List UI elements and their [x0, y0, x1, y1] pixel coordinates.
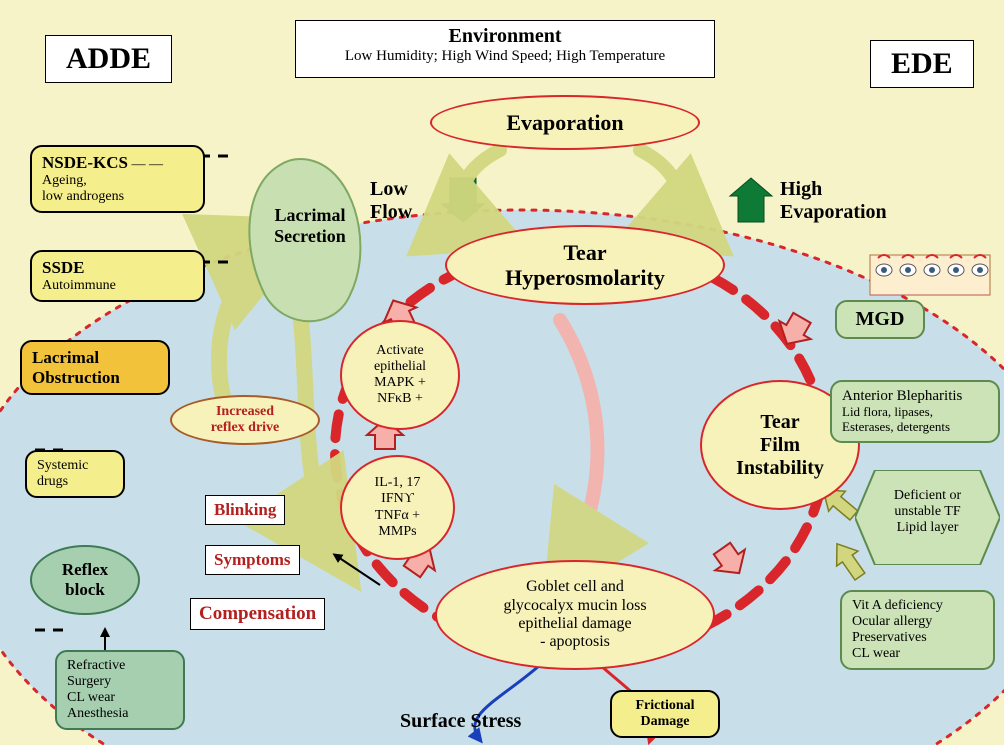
diagram-stage: ADDE EDE Environment Low Humidity; High Wi…	[0, 0, 1004, 745]
environment-box: Environment Low Humidity; High Wind Spee…	[295, 20, 715, 78]
box-systemic: Systemicdrugs	[25, 450, 125, 498]
nsde-title: NSDE-KCS	[42, 153, 128, 172]
environment-sub: Low Humidity; High Wind Speed; High Temp…	[304, 48, 706, 65]
label-high-evap: HighEvaporation	[780, 178, 887, 224]
node-cytokines: IL-1, 17IFNϒTNFα +MMPs	[340, 455, 455, 560]
nsde-sub: Ageing,low androgens	[42, 173, 124, 204]
title-ede: EDE	[870, 40, 974, 88]
box-vita: Vit A deficiencyOcular allergyPreservati…	[840, 590, 995, 670]
node-tear-hyper: TearHyperosmolarity	[445, 225, 725, 305]
anterior-sub: Lid flora, lipases,Esterases, detergents	[842, 405, 988, 435]
label-low-flow: LowFlow	[370, 178, 412, 224]
label-deficient: Deficient orunstable TFLipid layer	[867, 488, 988, 536]
box-mgd: MGD	[835, 300, 925, 339]
box-lacrimal-obs: LacrimalObstruction	[20, 340, 170, 395]
node-activate: ActivateepithelialMAPK +NFκB +	[340, 320, 460, 430]
node-goblet: Goblet cell andglycocalyx mucin lossepit…	[435, 560, 715, 670]
box-frictional: FrictionalDamage	[610, 690, 720, 738]
ssde-title: SSDE	[42, 258, 85, 277]
node-reflex-block: Reflexblock	[30, 545, 140, 615]
node-increased-reflex: Increasedreflex drive	[170, 395, 320, 445]
environment-title: Environment	[304, 25, 706, 48]
node-evaporation: Evaporation	[430, 95, 700, 150]
label-surface-stress: Surface Stress	[400, 710, 521, 733]
anterior-title: Anterior Blepharitis	[842, 388, 988, 405]
title-adde: ADDE	[45, 35, 172, 83]
box-blinking: Blinking	[205, 495, 285, 525]
box-anterior: Anterior Blepharitis Lid flora, lipases,…	[830, 380, 1000, 443]
box-refractive: RefractiveSurgeryCL wearAnesthesia	[55, 650, 185, 730]
box-ssde: SSDE Autoimmune	[30, 250, 205, 302]
ssde-sub: Autoimmune	[42, 278, 116, 293]
box-symptoms: Symptoms	[205, 545, 300, 575]
box-compensation: Compensation	[190, 598, 325, 630]
box-nsde: NSDE-KCS — — Ageing,low androgens	[30, 145, 205, 213]
label-lacrimal-secretion: LacrimalSecretion	[255, 205, 365, 247]
